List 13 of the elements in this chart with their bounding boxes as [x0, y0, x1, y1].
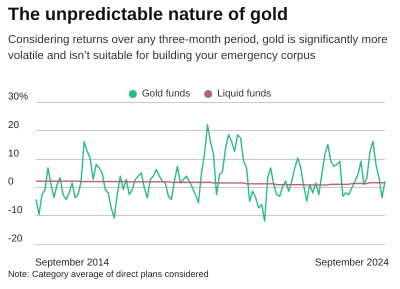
x-tick-label: September 2014	[35, 258, 110, 268]
y-tick-label: 0	[8, 176, 14, 188]
chart-title: The unpredictable nature of gold	[8, 4, 288, 25]
legend-label: Gold funds	[142, 88, 190, 100]
legend-label: Liquid funds	[217, 88, 272, 100]
y-tick-label: 30%	[8, 92, 28, 102]
y-tick-label: -10	[8, 205, 23, 216]
y-tick-label: -20	[8, 234, 23, 244]
y-tick-label: 10	[8, 148, 20, 160]
chart-subtitle: Considering returns over any three-month period, gold is significantly more volatile and isn’t suitable for building your emergency corpus	[8, 33, 389, 64]
text: Note: Category average of direct plans considered	[8, 269, 209, 279]
x-tick-label: September 2024	[314, 258, 390, 268]
y-tick-label: 20	[8, 120, 20, 131]
